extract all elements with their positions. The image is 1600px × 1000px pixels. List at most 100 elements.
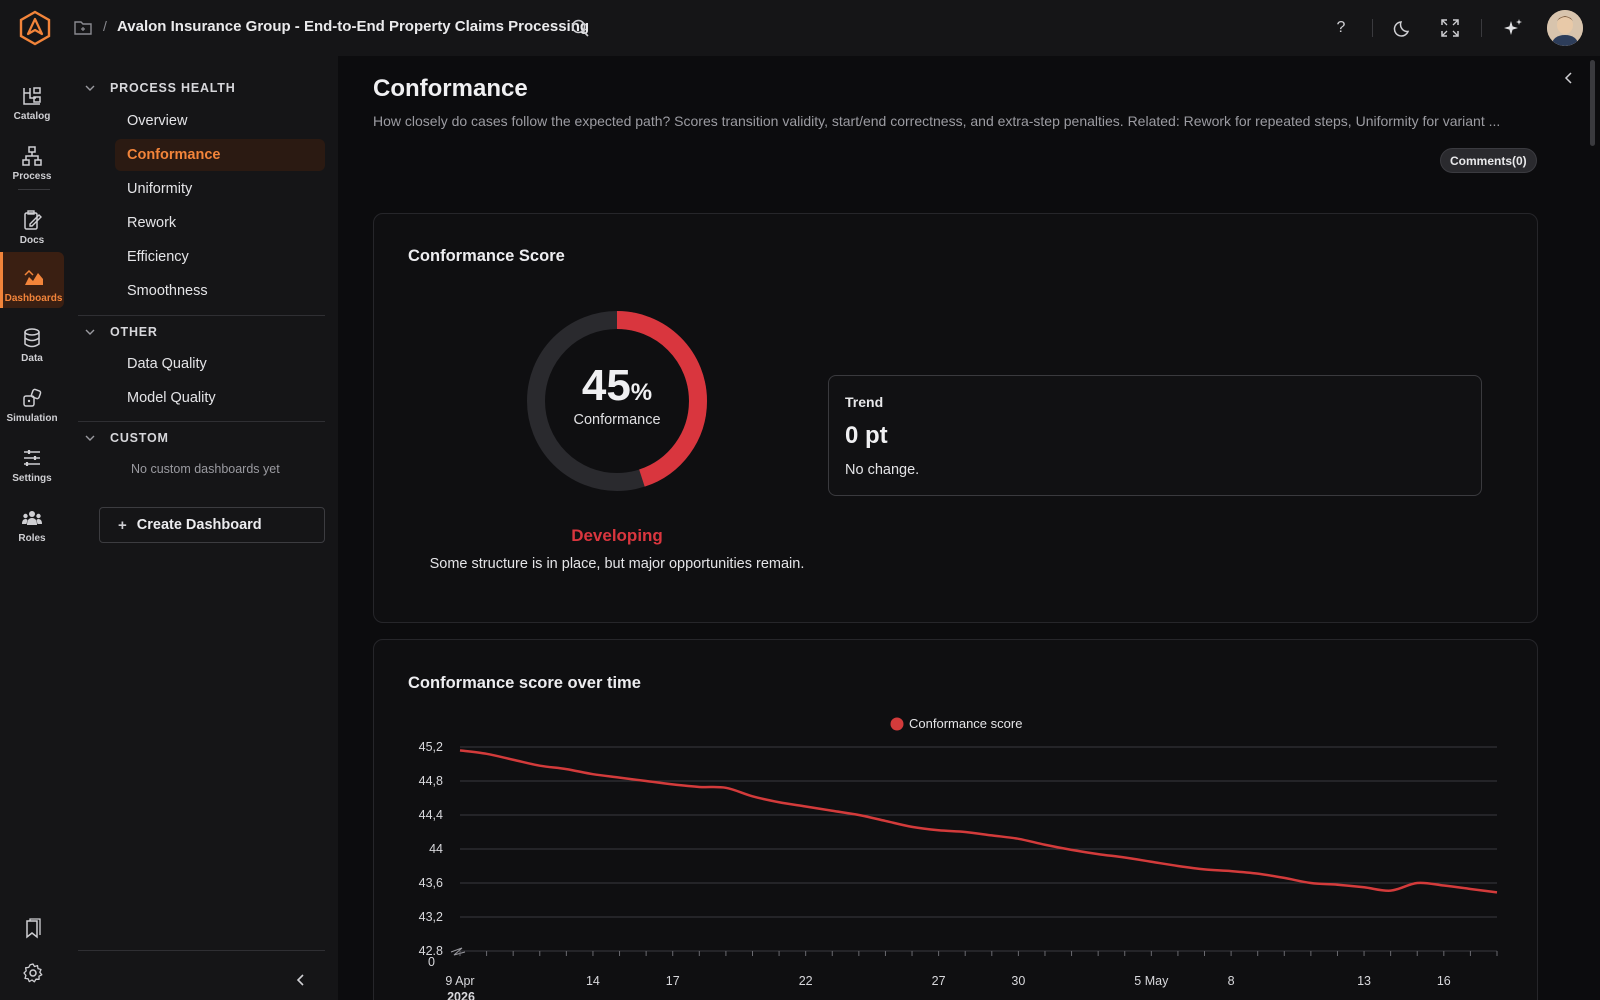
rail-label: Process	[12, 171, 52, 182]
collapse-sidebar-icon[interactable]	[293, 972, 309, 988]
score-label: Conformance	[573, 412, 661, 428]
trend-label: Trend	[845, 394, 884, 410]
folder-icon[interactable]	[74, 19, 92, 35]
y-tick-label: 44	[429, 842, 443, 856]
conformance-score-card: Conformance Score 45% Conformance Develo…	[373, 213, 1538, 623]
nav-item-rework[interactable]: Rework	[127, 215, 177, 231]
nav-item-smoothness[interactable]: Smoothness	[127, 283, 208, 299]
plus-icon: +	[118, 516, 127, 534]
score-value: 45%	[526, 364, 708, 408]
legend-label: Conformance score	[909, 716, 1022, 731]
status-description: Some structure is in place, but major op…	[429, 556, 805, 572]
chart-title: Conformance score over time	[408, 674, 641, 692]
section-title: CUSTOM	[110, 431, 169, 445]
status-label: Developing	[571, 526, 663, 545]
rail-item-roles[interactable]: Roles	[0, 492, 64, 548]
rail-item-catalog[interactable]: Catalog	[0, 70, 64, 126]
simulation-icon	[23, 388, 42, 407]
chevron-down-icon	[85, 435, 95, 441]
rail-label: Settings	[12, 473, 52, 484]
conformance-gauge	[527, 311, 707, 491]
scrollbar[interactable]	[1590, 60, 1595, 146]
chevron-down-icon	[85, 85, 95, 91]
create-dashboard-label: Create Dashboard	[136, 517, 262, 533]
catalog-icon	[23, 87, 41, 105]
roles-icon	[22, 511, 42, 525]
rail-label: Dashboards	[4, 293, 63, 304]
line-chart: 45,2 44,8 44,4 44 43,6 43,2 42.80 9 Apr 14 17 22 27…	[419, 716, 1498, 1000]
toolbar-divider	[1372, 19, 1373, 37]
x-year-label: 2026	[447, 990, 475, 1000]
rail-item-docs[interactable]: Docs	[0, 194, 64, 250]
nav-item-model-quality[interactable]: Model Quality	[127, 390, 216, 406]
score-unit: %	[630, 379, 653, 406]
comments-button[interactable]: Comments(0)	[1440, 148, 1537, 173]
x-tick-label: 22	[799, 974, 813, 988]
rail-label: Catalog	[13, 111, 51, 122]
x-tick-label: 8	[1228, 974, 1235, 988]
toolbar-divider	[1481, 19, 1482, 37]
help-icon[interactable]: ?	[1336, 19, 1346, 36]
x-tick-label: 13	[1357, 974, 1371, 988]
section-title: PROCESS HEALTH	[110, 81, 236, 95]
y-tick-label: 43,2	[419, 910, 443, 924]
search-icon[interactable]	[570, 18, 590, 38]
gauge-arc	[527, 311, 707, 491]
rail-item-simulation[interactable]: Simulation	[0, 372, 64, 428]
trend-value: 0 pt	[845, 422, 888, 449]
section-custom[interactable]: CUSTOM	[84, 431, 169, 445]
card-title: Conformance Score	[408, 247, 565, 265]
left-rail: Catalog Process Docs Dashboards Data Sim…	[0, 56, 68, 1000]
y-tick-label: 42.8	[419, 944, 443, 958]
nav-item-data-quality[interactable]: Data Quality	[127, 356, 207, 372]
series-line-conformance-score	[459, 749, 1498, 894]
settings-sliders-icon	[24, 450, 40, 466]
x-tick-label: 30	[1011, 974, 1025, 988]
rail-label: Simulation	[6, 413, 58, 424]
rail-label: Data	[21, 353, 43, 364]
fullscreen-icon[interactable]	[1439, 17, 1461, 39]
create-dashboard-button[interactable]: + Create Dashboard	[99, 507, 325, 543]
sidebar-divider	[78, 315, 325, 316]
section-process-health[interactable]: PROCESS HEALTH	[84, 81, 236, 95]
bookmark-icon[interactable]	[22, 918, 44, 940]
x-tick-label: 9 Apr	[445, 974, 474, 988]
y-tick-label: 43,6	[419, 876, 443, 890]
sparkle-icon[interactable]	[1502, 17, 1524, 39]
rail-label: Roles	[18, 533, 46, 544]
rail-item-dashboards[interactable]: Dashboards	[0, 252, 64, 308]
logo-icon[interactable]	[18, 10, 52, 46]
rail-item-settings[interactable]: Settings	[0, 432, 64, 488]
dashboard-sidebar: PROCESS HEALTH Overview Conformance Unif…	[68, 56, 338, 1000]
y-tick-label: 45,2	[419, 740, 443, 754]
chevron-down-icon	[85, 329, 95, 335]
sidebar-divider	[78, 421, 325, 422]
rail-item-process[interactable]: Process	[0, 130, 64, 186]
section-title: OTHER	[110, 325, 158, 339]
y-tick-label: 44,4	[419, 808, 443, 822]
page-title: Conformance	[373, 75, 528, 102]
nav-item-overview[interactable]: Overview	[127, 113, 188, 129]
conformance-over-time-card: Conformance score over time 45,2 44,8 44,4…	[373, 639, 1538, 1000]
trend-note: No change.	[845, 462, 920, 478]
gear-icon[interactable]	[22, 962, 44, 984]
nav-item-efficiency[interactable]: Efficiency	[127, 249, 189, 265]
section-other[interactable]: OTHER	[84, 325, 158, 339]
top-bar: / Avalon Insurance Group - End-to-End Pr…	[0, 0, 1600, 56]
rail-divider	[18, 189, 50, 190]
docs-icon	[24, 210, 42, 230]
rail-item-data[interactable]: Data	[0, 312, 64, 368]
dashboards-icon	[23, 269, 43, 285]
page-description: How closely do cases follow the expected…	[373, 113, 1501, 129]
process-title[interactable]: Avalon Insurance Group - End-to-End Prop…	[117, 18, 590, 35]
y-tick-label: 44,8	[419, 774, 443, 788]
avatar[interactable]	[1547, 10, 1583, 46]
x-tick-label: 16	[1437, 974, 1451, 988]
moon-icon[interactable]	[1393, 17, 1415, 39]
collapse-panel-icon[interactable]	[1562, 71, 1576, 85]
nav-item-uniformity[interactable]: Uniformity	[127, 181, 193, 197]
nav-item-conformance[interactable]: Conformance	[115, 139, 325, 171]
sidebar-divider	[78, 950, 325, 951]
process-icon	[22, 146, 42, 166]
y-zero-label: 0	[428, 955, 435, 969]
